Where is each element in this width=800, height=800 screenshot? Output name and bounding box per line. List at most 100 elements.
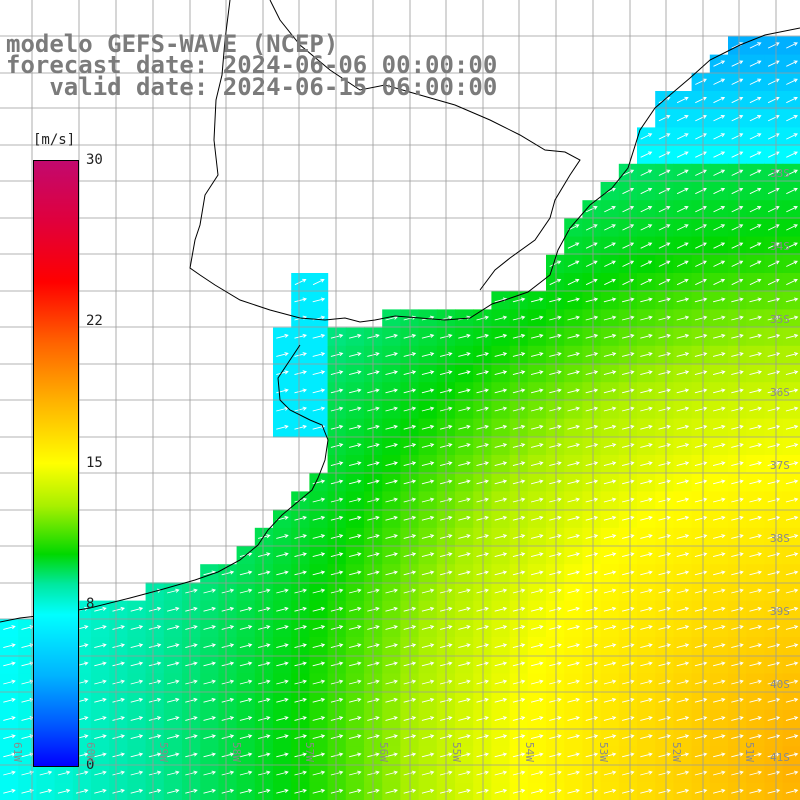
wind-arrow xyxy=(658,133,671,140)
wind-arrow xyxy=(567,424,580,430)
wind-arrow xyxy=(712,606,726,612)
wind-arrow xyxy=(476,570,489,576)
wind-arrow xyxy=(731,96,744,104)
wind-arrow xyxy=(731,734,744,740)
wind-arrow xyxy=(567,370,580,376)
wind-arrow xyxy=(312,716,326,721)
wind-arrow xyxy=(785,406,799,412)
wind-arrow xyxy=(676,260,689,267)
wind-arrow xyxy=(348,424,362,430)
wind-arrow xyxy=(786,278,798,286)
wind-arrow xyxy=(185,788,198,794)
wind-arrow xyxy=(330,625,344,630)
wind-arrow xyxy=(94,752,107,758)
wind-arrow xyxy=(567,552,580,558)
wind-arrow xyxy=(166,770,180,776)
wind-arrow xyxy=(767,297,781,303)
wind-arrow xyxy=(185,679,198,685)
wind-arrow xyxy=(676,534,690,539)
wind-arrow xyxy=(476,643,489,649)
wind-arrow xyxy=(312,297,326,303)
wind-arrow xyxy=(276,552,289,558)
wind-arrow xyxy=(421,534,435,539)
wind-arrow xyxy=(348,497,362,503)
wind-arrow xyxy=(731,588,744,594)
wind-arrow xyxy=(622,224,635,231)
wind-arrow xyxy=(476,697,489,703)
wind-arrow xyxy=(676,169,689,176)
latitude-label: 40S xyxy=(770,678,790,691)
wind-arrow xyxy=(185,643,198,649)
wind-arrow xyxy=(658,406,671,412)
wind-arrow xyxy=(530,534,544,539)
wind-arrow xyxy=(494,752,508,758)
wind-arrow xyxy=(767,661,781,667)
wind-arrow xyxy=(549,625,562,630)
wind-arrow xyxy=(294,424,307,430)
wind-arrow xyxy=(603,515,617,521)
wind-arrow xyxy=(276,716,289,721)
wind-arrow xyxy=(276,643,289,649)
wind-arrow xyxy=(494,443,508,448)
wind-arrow xyxy=(549,770,562,776)
wind-arrow xyxy=(567,315,580,321)
wind-arrow xyxy=(494,406,508,412)
wind-arrow xyxy=(458,443,471,448)
wind-arrow xyxy=(712,388,726,394)
wind-arrow xyxy=(640,206,653,213)
wind-arrow xyxy=(257,570,271,576)
wind-arrow xyxy=(476,424,489,430)
wind-arrow xyxy=(585,352,599,357)
wind-arrow xyxy=(749,752,762,758)
wind-arrow xyxy=(676,133,689,140)
wind-arrow xyxy=(621,479,635,485)
wind-arrow xyxy=(567,242,580,249)
wind-arrow xyxy=(585,661,599,667)
wind-arrow xyxy=(767,625,781,630)
wind-arrow xyxy=(403,679,417,685)
wind-arrow xyxy=(421,606,435,612)
wind-arrow xyxy=(458,770,471,776)
wind-arrow xyxy=(549,461,562,467)
wind-arrow xyxy=(276,570,289,576)
wind-arrow xyxy=(676,297,690,303)
wind-arrow xyxy=(330,570,344,576)
wind-arrow xyxy=(494,788,508,794)
wind-arrow xyxy=(676,479,690,485)
wind-arrow xyxy=(585,224,598,231)
wind-arrow xyxy=(695,224,707,231)
wind-arrow xyxy=(658,151,671,158)
wind-arrow xyxy=(348,534,362,539)
wind-arrow xyxy=(494,333,508,339)
wind-arrow xyxy=(403,588,417,594)
wind-arrow xyxy=(785,752,799,758)
wind-arrow xyxy=(695,133,707,140)
wind-arrow xyxy=(294,552,307,558)
wind-arrow xyxy=(695,151,707,158)
wind-arrow xyxy=(712,406,726,412)
wind-arrow xyxy=(713,242,726,249)
wind-arrow xyxy=(640,169,653,176)
wind-arrow xyxy=(694,752,708,758)
wind-arrow xyxy=(603,734,617,740)
wind-arrow xyxy=(549,570,562,576)
wind-arrow xyxy=(94,643,107,649)
wind-arrow xyxy=(276,588,289,594)
wind-arrow xyxy=(585,260,598,267)
wind-arrow xyxy=(640,661,653,667)
wind-arrow xyxy=(603,697,617,703)
wind-arrow xyxy=(767,315,781,321)
wind-arrow xyxy=(112,788,125,794)
wind-arrow xyxy=(767,788,781,794)
wind-arrow xyxy=(749,224,762,231)
wind-arrow xyxy=(549,552,562,558)
wind-arrow xyxy=(658,661,671,667)
wind-arrow xyxy=(767,370,781,376)
wind-arrow xyxy=(421,406,435,412)
wind-arrow xyxy=(348,716,362,721)
wind-arrow xyxy=(585,515,599,521)
wind-arrow xyxy=(785,679,799,685)
wind-arrow xyxy=(676,352,690,357)
wind-arrow xyxy=(786,42,798,49)
wind-arrow xyxy=(603,352,617,357)
